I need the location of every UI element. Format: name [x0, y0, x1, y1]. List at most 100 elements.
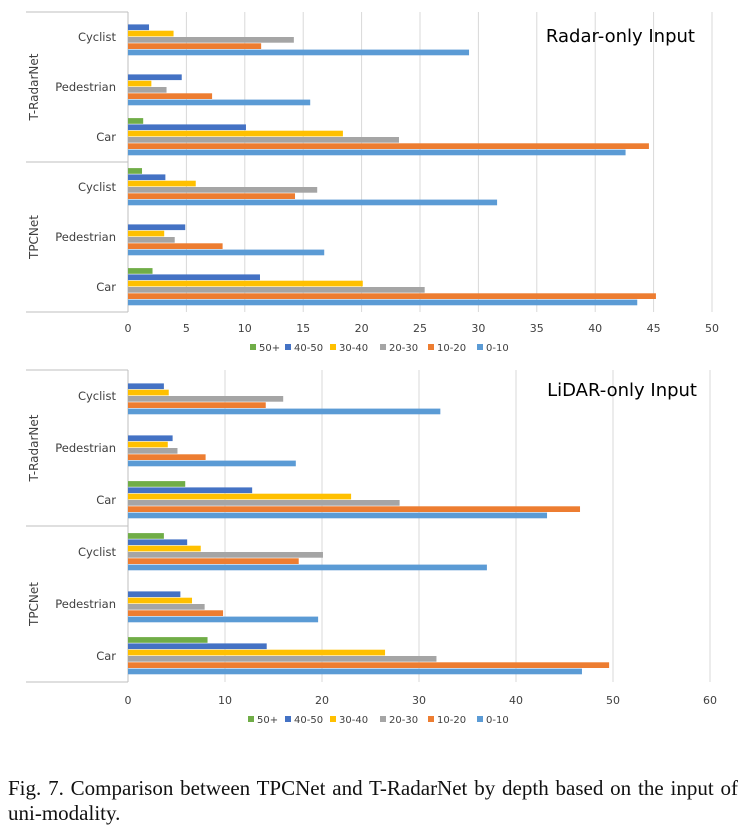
bar	[128, 193, 296, 199]
x-tick-label: 10	[238, 322, 252, 335]
charts-figure: 0 5 10 15 20 25 30 35 40 45 50 T-RadarNet Cyclist Ped…	[26, 11, 719, 726]
legend-swatch	[285, 344, 291, 350]
category-label: Pedestrian	[55, 80, 116, 94]
bar	[128, 408, 441, 415]
bar	[128, 539, 188, 546]
category-label: Pedestrian	[55, 441, 116, 455]
bar	[128, 93, 213, 99]
category-label: Car	[96, 280, 116, 294]
x-tick-label: 40	[588, 322, 602, 335]
legend-swatch	[380, 344, 386, 350]
bar	[128, 610, 224, 616]
legend-label: 50+	[257, 715, 278, 726]
bar	[128, 124, 246, 131]
x-tick-label: 30	[471, 322, 485, 335]
x-tick-label: 50	[606, 694, 620, 707]
bar	[128, 435, 173, 442]
bar	[128, 506, 581, 512]
category-label: Cyclist	[78, 389, 117, 403]
bar	[128, 180, 196, 187]
legend-swatch	[285, 716, 291, 722]
bar	[128, 143, 649, 149]
x-tick-label: 60	[703, 694, 717, 707]
bar	[128, 43, 262, 49]
bar	[128, 649, 386, 656]
bar	[128, 299, 638, 306]
bar	[128, 656, 437, 662]
bar	[128, 137, 399, 143]
bar	[128, 396, 284, 402]
x-tick-label: 0	[125, 322, 132, 335]
legend-swatch	[248, 716, 254, 722]
bar	[128, 249, 325, 256]
legend-label: 10-20	[437, 715, 466, 726]
bar	[128, 274, 260, 281]
x-tick-label: 25	[413, 322, 427, 335]
bar	[128, 187, 318, 193]
category-label: Cyclist	[78, 180, 117, 194]
bar	[128, 24, 150, 31]
legend-swatch	[477, 716, 483, 722]
bar	[128, 87, 167, 93]
bar	[128, 643, 267, 650]
bar	[128, 454, 206, 460]
legend-swatch	[428, 716, 434, 722]
bar	[128, 130, 343, 137]
bar	[128, 604, 205, 610]
x-tick-label: 20	[355, 322, 369, 335]
chart-title: LiDAR-only Input	[547, 380, 697, 401]
bar	[128, 80, 152, 87]
bar	[128, 552, 323, 558]
legend-swatch	[428, 344, 434, 350]
bar	[128, 99, 311, 106]
category-label: Car	[96, 493, 116, 507]
group-label: TPCNet	[27, 582, 41, 627]
x-tick-label: 45	[647, 322, 661, 335]
category-label: Cyclist	[78, 545, 117, 559]
chart-title: Radar-only Input	[546, 26, 695, 47]
legend-label: 10-20	[437, 343, 466, 354]
legend-swatch	[330, 344, 336, 350]
x-tick-label: 15	[296, 322, 310, 335]
lidar-only-chart: 0 10 20 30 40 50 60 T-RadarNet Cyclist Pedestrian…	[26, 369, 717, 726]
category-label: Cyclist	[78, 30, 117, 44]
legend-swatch	[330, 716, 336, 722]
bar	[128, 389, 169, 396]
bar	[128, 441, 168, 448]
bar	[128, 37, 294, 43]
category-label: Car	[96, 649, 116, 663]
bar	[128, 287, 425, 293]
bar	[128, 268, 153, 274]
bar	[128, 637, 208, 643]
bar	[128, 597, 193, 604]
x-tick-label: 10	[218, 694, 232, 707]
x-tick-label: 40	[509, 694, 523, 707]
bar	[128, 30, 174, 37]
bar	[128, 243, 223, 249]
radar-only-chart: 0 5 10 15 20 25 30 35 40 45 50 T-RadarNet Cyclist Ped…	[26, 11, 719, 354]
bar	[128, 383, 164, 390]
bar	[128, 280, 363, 287]
legend-swatch	[477, 344, 483, 350]
bar	[128, 199, 498, 206]
bar	[128, 402, 266, 408]
category-label: Car	[96, 130, 116, 144]
bar	[128, 237, 175, 243]
x-tick-label: 50	[705, 322, 719, 335]
bar	[128, 448, 178, 454]
bar	[128, 487, 253, 494]
bar	[128, 118, 144, 124]
bar	[128, 230, 165, 237]
bar	[128, 545, 201, 552]
legend-label: 30-40	[339, 343, 368, 354]
legend-label: 40-50	[294, 343, 323, 354]
bar	[128, 460, 296, 467]
bar	[128, 616, 319, 623]
bar	[128, 493, 352, 500]
x-tick-label: 20	[315, 694, 329, 707]
figure-caption: Fig. 7. Comparison between TPCNet and T-…	[8, 776, 738, 825]
bar	[128, 49, 470, 56]
group-label: TPCNet	[27, 215, 41, 260]
bar	[128, 512, 548, 519]
bar	[128, 668, 582, 675]
